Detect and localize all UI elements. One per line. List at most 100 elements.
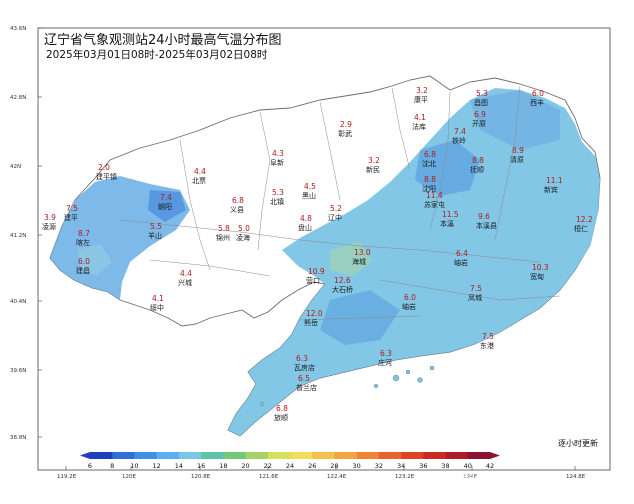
lat-label: 43.6N: [10, 26, 26, 32]
station-name: 营口: [306, 276, 320, 285]
colorbar-swatch: [401, 452, 424, 459]
station-name: 阜新: [270, 158, 284, 167]
station-value: 4.4: [180, 269, 192, 278]
colorbar-tick: 10: [130, 462, 138, 470]
station-name: 朝阳: [158, 202, 172, 211]
station-name: 凤城: [468, 294, 482, 302]
station-name: 绥中: [150, 303, 164, 312]
station-name: 苏家屯: [424, 200, 445, 209]
station-value: 5.5: [150, 222, 162, 231]
station-value: 12.0: [306, 309, 323, 318]
station-value: 11.4: [426, 191, 443, 200]
station-value: 7.5: [482, 332, 494, 341]
blue-patch-jianchang: [78, 244, 112, 276]
station-17: 4.5黑山: [302, 182, 316, 200]
station-value: 12.2: [576, 215, 593, 224]
station-value: 3.2: [416, 86, 428, 95]
station-34: 13.0海城: [352, 248, 371, 266]
colorbar: 6 8 10 12 14 16 18 20 22 24 26 28 30 32 34 36 38 40 42: [80, 452, 500, 470]
station-name: 建平镇: [96, 172, 117, 181]
station-name: 抚顺: [470, 165, 484, 174]
station-name: 开原: [472, 120, 486, 128]
station-32: 6.0建昌: [76, 257, 90, 275]
station-name: 本溪县: [476, 221, 497, 230]
colorbar-swatch: [312, 452, 335, 459]
station-value: 11.1: [546, 176, 563, 185]
station-14: 7.4朝阳: [158, 193, 172, 211]
station-value: 7.4: [454, 127, 466, 136]
station-name: 建昌: [76, 266, 90, 275]
station-1: 5.3昌图: [474, 89, 488, 107]
station-value: 4.4: [194, 167, 206, 176]
station-42: 6.0岫岩: [402, 293, 416, 311]
station-name: 锦州: [216, 233, 230, 242]
station-4: 4.1法库: [412, 113, 426, 131]
station-name: 岫岩: [454, 258, 468, 267]
station-11: 6.8沈北: [422, 150, 436, 168]
colorbar-tick: 38: [441, 462, 449, 470]
station-13: 8.9清原: [510, 146, 524, 164]
station-name: 建平: [64, 213, 78, 222]
colorbar-tick: 20: [241, 462, 249, 470]
station-3: 2.9彰武: [338, 120, 352, 138]
colorbar-tick: 26: [308, 462, 316, 470]
station-name: 岫岩: [402, 302, 416, 311]
lon-label: 122.4E: [327, 474, 347, 480]
station-value: 2.9: [340, 120, 352, 129]
colorbar-tick: 32: [375, 462, 383, 470]
station-value: 4.3: [272, 149, 284, 158]
station-name: 喀左: [76, 238, 90, 247]
station-47: 6.8旅顺: [274, 404, 288, 422]
colorbar-tick: 36: [419, 462, 427, 470]
station-29: 11.5本溪: [440, 210, 459, 228]
map-title: 辽宁省气象观测站24小时最高气温分布图: [44, 32, 282, 48]
station-value: 8.7: [78, 229, 90, 238]
colorbar-swatch: [178, 452, 202, 459]
colorbar-tick: 18: [219, 462, 227, 470]
lat-label: 39.6N: [10, 368, 26, 374]
blue-patch-chaoyang: [148, 190, 186, 222]
colorbar-tick: 22: [264, 462, 272, 470]
lon-label: 123.2E: [395, 474, 415, 480]
station-15: 7.5建平: [64, 204, 78, 222]
station-value: 7.5: [66, 204, 78, 213]
station-value: 4.1: [414, 113, 426, 122]
station-name: 凌源: [42, 222, 56, 231]
station-27: 8.8沈阳: [422, 175, 436, 193]
station-value: 10.3: [532, 263, 549, 272]
station-36: 10.3宽甸: [530, 263, 549, 281]
colorbar-tick: 8: [110, 462, 114, 470]
station-value: 6.4: [456, 249, 468, 258]
lat-label: 42.8N: [10, 95, 26, 101]
station-value: 6.8: [232, 196, 244, 205]
station-name: 新宾: [544, 185, 558, 194]
station-value: 10.9: [308, 267, 325, 276]
colorbar-tick: 28: [330, 462, 338, 470]
station-name: 康平: [414, 95, 428, 104]
lon-label: 121.6E: [259, 474, 279, 480]
station-name: 辽中: [328, 213, 342, 222]
colorbar-tick: 6: [88, 462, 92, 470]
update-note: 逐小时更新: [558, 438, 598, 448]
colorbar-swatch: [334, 452, 357, 459]
blue-patch-south: [320, 290, 400, 345]
station-value: 4.8: [300, 214, 312, 223]
station-10: 3.2新民: [366, 156, 380, 174]
colorbar-tick: 42: [486, 462, 494, 470]
colorbar-tick: 40: [464, 462, 472, 470]
station-25: 4.8盘山: [298, 214, 312, 232]
station-name: 铁岭: [452, 136, 466, 145]
station-name: 西丰: [530, 98, 544, 107]
station-name: 沈阳: [422, 184, 436, 193]
colorbar-swatch: [156, 452, 180, 459]
colorbar-swatch: [378, 452, 402, 459]
station-value: 6.0: [404, 293, 416, 302]
lat-label: 38.8N: [10, 435, 26, 441]
station-value: 11.5: [442, 210, 459, 219]
station-name: 桓仁: [574, 224, 588, 233]
